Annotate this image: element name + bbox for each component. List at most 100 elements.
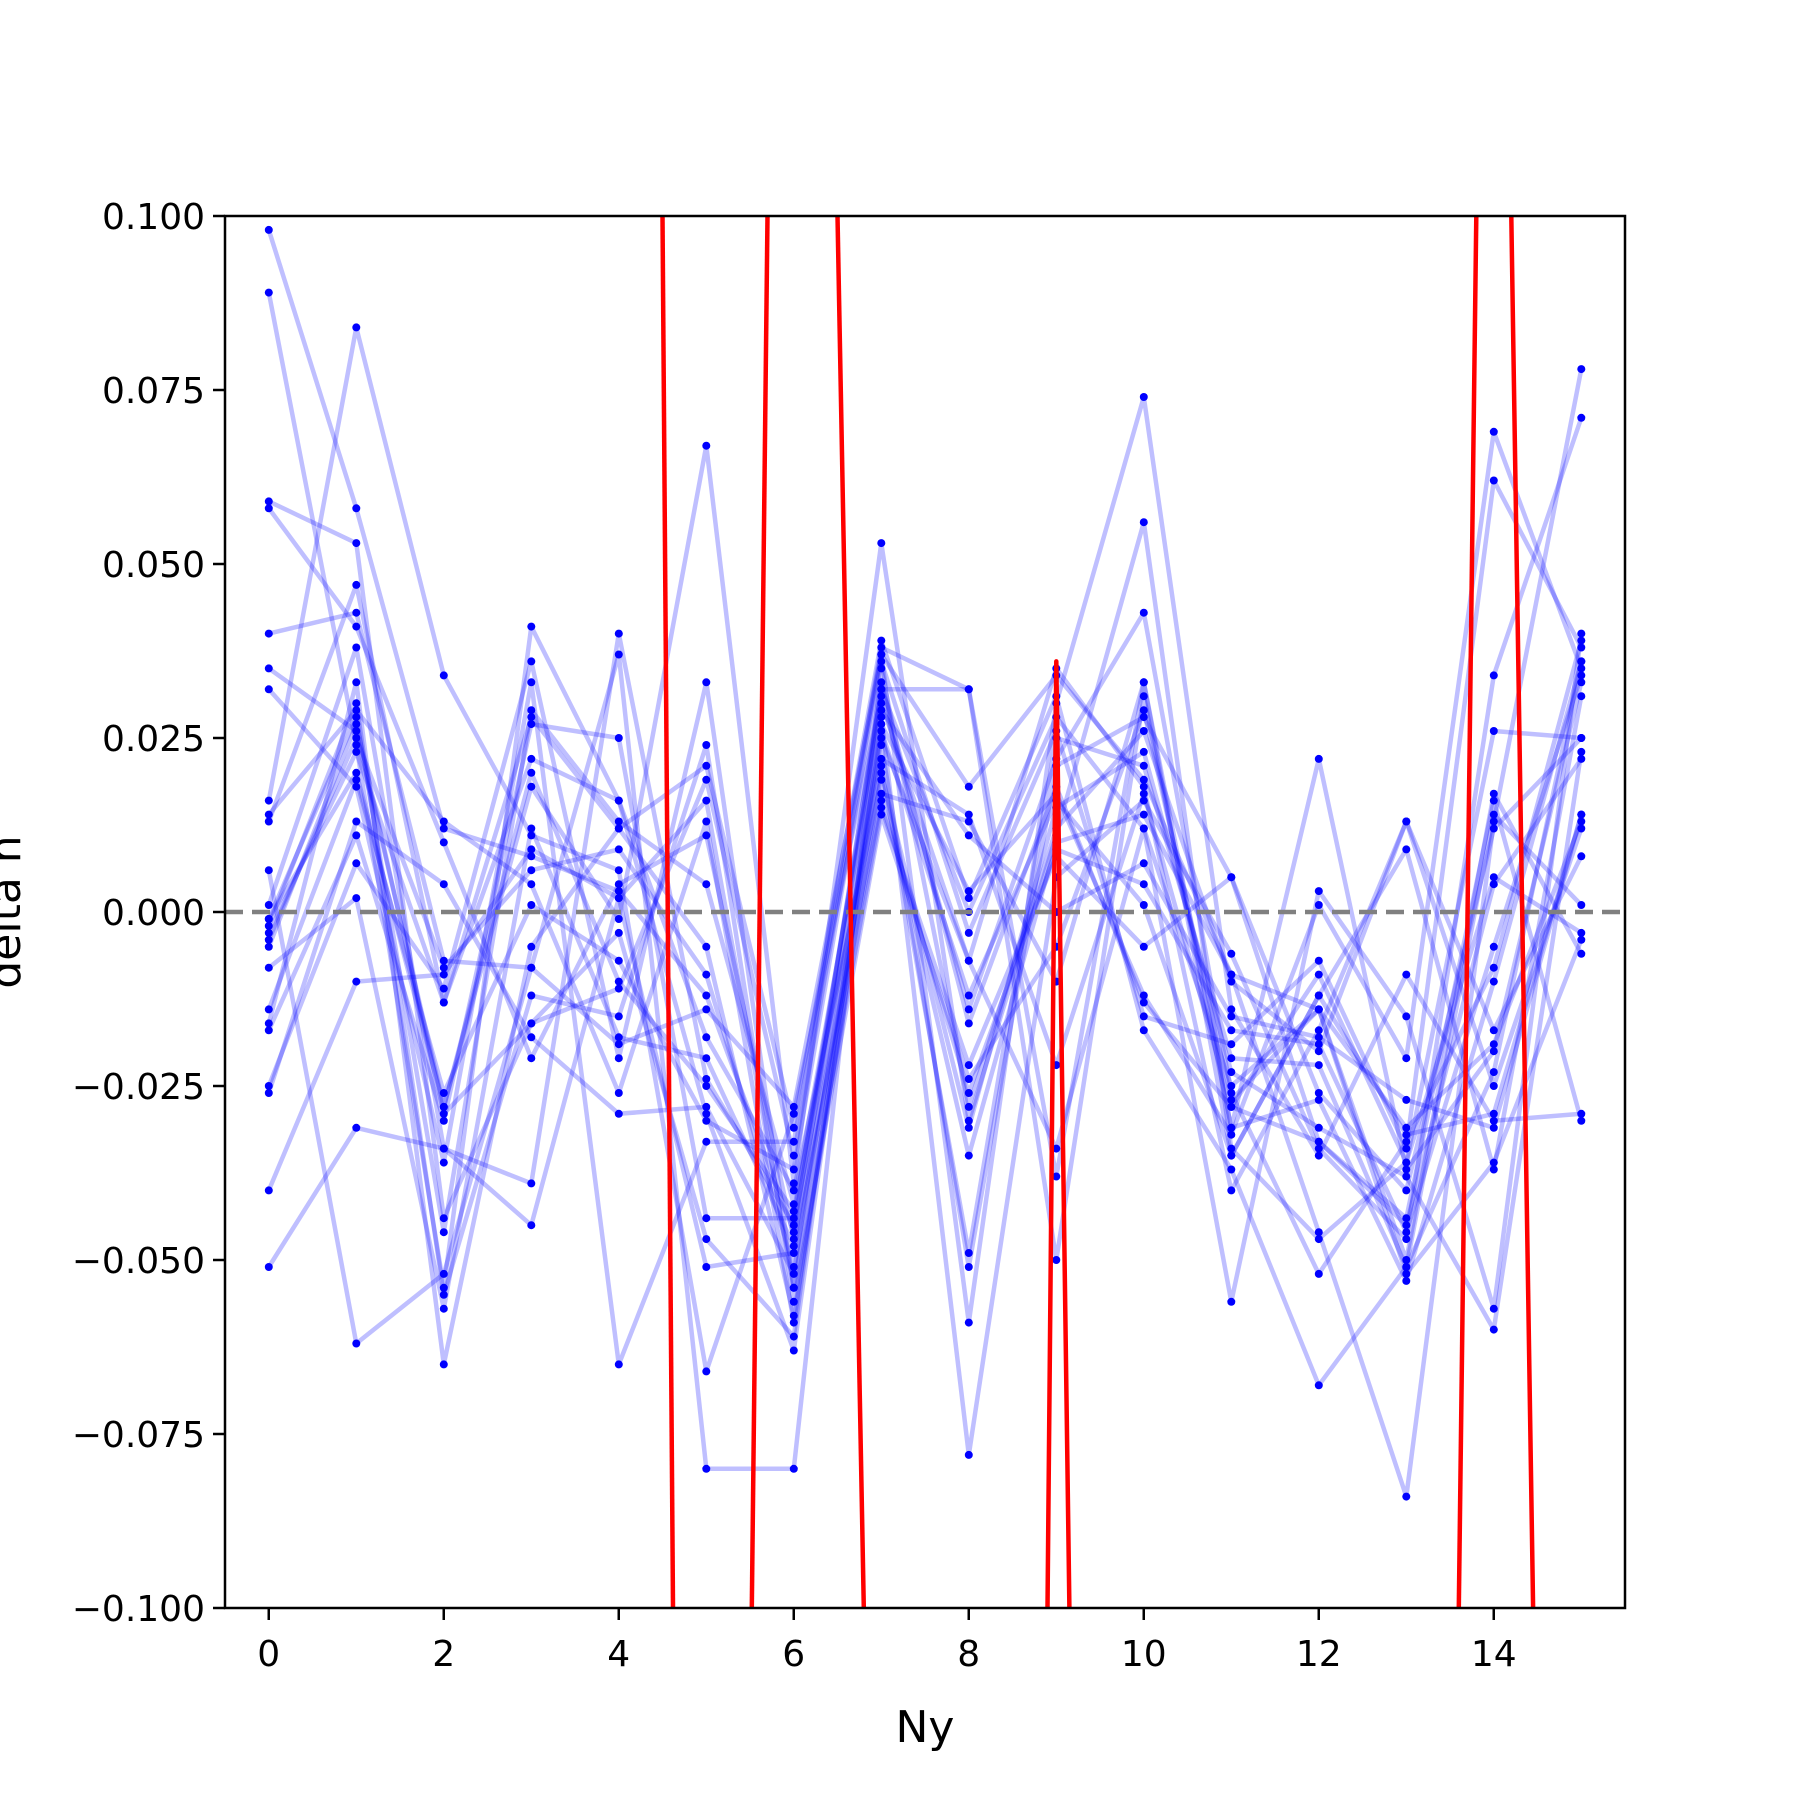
data-point (789, 1102, 798, 1111)
data-point (614, 1360, 623, 1369)
data-point (1227, 1297, 1236, 1306)
data-point (527, 963, 536, 972)
data-point (264, 1005, 273, 1014)
data-point (1052, 1144, 1061, 1153)
data-point (702, 1235, 711, 1244)
data-point (614, 894, 623, 903)
data-point (264, 866, 273, 875)
data-point (264, 225, 273, 234)
data-point (964, 685, 973, 694)
y-tick-label: −0.075 (72, 1415, 205, 1456)
data-point (789, 1214, 798, 1223)
series-line-17 (267, 680, 1582, 1311)
data-point (352, 706, 361, 715)
data-point (1314, 1033, 1323, 1042)
data-point (1489, 1082, 1498, 1090)
data-point (527, 1179, 536, 1188)
data-point (1139, 747, 1148, 756)
data-point (1489, 796, 1498, 805)
data-point (1577, 949, 1586, 958)
data-point (1577, 810, 1586, 819)
data-point (964, 1061, 973, 1070)
data-point (1489, 1068, 1498, 1077)
data-point (264, 1186, 273, 1195)
data-point (1402, 1235, 1411, 1244)
data-point (877, 699, 886, 708)
x-tick-label: 2 (432, 1634, 455, 1675)
data-point (702, 1109, 711, 1118)
data-point (1314, 956, 1323, 965)
data-point (1139, 393, 1148, 401)
highlight-line-1 (660, 216, 676, 1608)
data-point (1052, 1256, 1061, 1264)
data-point (439, 1102, 448, 1111)
data-point (264, 928, 273, 937)
data-point (702, 1464, 711, 1473)
data-point (1139, 880, 1148, 889)
data-point (789, 1297, 798, 1306)
series-line-16 (266, 707, 1584, 1339)
data-point (702, 1033, 711, 1042)
data-point (264, 942, 273, 951)
data-point (352, 539, 361, 548)
data-point (1227, 1186, 1236, 1195)
data-point (702, 1005, 711, 1014)
data-point (964, 817, 973, 826)
data-point (1314, 1005, 1323, 1014)
data-point (264, 901, 273, 909)
data-point (264, 1082, 273, 1090)
data-point (789, 1228, 798, 1237)
series-line-18 (266, 478, 1584, 1172)
series-line-5 (268, 610, 1584, 1472)
data-point (1314, 1137, 1323, 1146)
data-point (439, 671, 448, 680)
data-point (877, 734, 886, 742)
data-point (614, 1040, 623, 1049)
x-tick-label: 14 (1471, 1634, 1517, 1675)
data-point (702, 678, 711, 687)
data-point (1139, 761, 1148, 770)
data-point (877, 650, 886, 659)
data-point (352, 643, 361, 652)
data-point (964, 1318, 973, 1327)
data-point (877, 796, 886, 805)
data-point (264, 796, 273, 805)
series-line-25 (266, 394, 1582, 1346)
data-point (1139, 810, 1148, 819)
data-point (877, 768, 886, 777)
data-point (527, 678, 536, 687)
data-point (1314, 1089, 1323, 1097)
series-lines (266, 229, 1584, 1499)
data-point (1314, 1228, 1323, 1237)
data-point (1139, 608, 1148, 617)
data-point (527, 866, 536, 875)
data-point (1577, 692, 1586, 701)
data-point (1489, 1123, 1498, 1132)
data-point (1139, 1026, 1148, 1035)
x-axis-title: Ny (896, 1702, 955, 1753)
data-point (1402, 1095, 1411, 1104)
data-point (1489, 824, 1498, 833)
data-point (1577, 1116, 1586, 1125)
data-point (439, 963, 448, 972)
data-point (614, 1054, 623, 1063)
data-point (964, 1116, 973, 1125)
data-point (964, 894, 973, 903)
data-point (964, 782, 973, 791)
data-point (352, 504, 361, 513)
data-point (1489, 1158, 1498, 1167)
data-point (614, 845, 623, 854)
data-point (964, 1263, 973, 1271)
data-point (1139, 775, 1148, 784)
y-tick-label: −0.025 (72, 1067, 205, 1108)
data-point (1314, 1026, 1323, 1035)
data-point (1227, 977, 1236, 986)
data-point (1489, 963, 1498, 972)
data-point (439, 880, 448, 889)
data-point (1489, 671, 1498, 680)
data-point (527, 1033, 536, 1042)
data-point (789, 1165, 798, 1174)
data-point (1314, 1144, 1323, 1153)
data-point (702, 1367, 711, 1376)
